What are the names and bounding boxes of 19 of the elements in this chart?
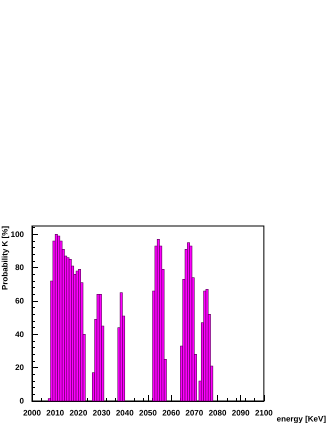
x-tick-label: 2010 (46, 408, 65, 418)
x-axis-title: energy [KeV] (276, 414, 326, 423)
x-tick-label: 2050 (139, 408, 158, 418)
x-tick-label: 2080 (208, 408, 227, 418)
y-tick-label: 20 (15, 363, 25, 372)
x-tick-label: 2030 (92, 408, 112, 418)
x-tick-label: 2060 (162, 408, 181, 418)
y-tick-label: 60 (15, 296, 25, 306)
x-tick-label: 2040 (116, 408, 134, 418)
y-tick-label: 100 (10, 230, 25, 239)
y-tick-label: 0 (20, 396, 25, 406)
x-tick-label: 2070 (185, 408, 204, 418)
x-tick-label: 2000 (23, 408, 42, 418)
x-tick-label: 2090 (232, 408, 250, 418)
y-tick-label: 80 (15, 263, 25, 272)
y-axis-title: Probability K [%] (0, 226, 10, 290)
x-tick-label: 2020 (69, 408, 88, 418)
x-tick-label: 2100 (254, 408, 274, 418)
y-tick-label: 40 (15, 330, 25, 339)
